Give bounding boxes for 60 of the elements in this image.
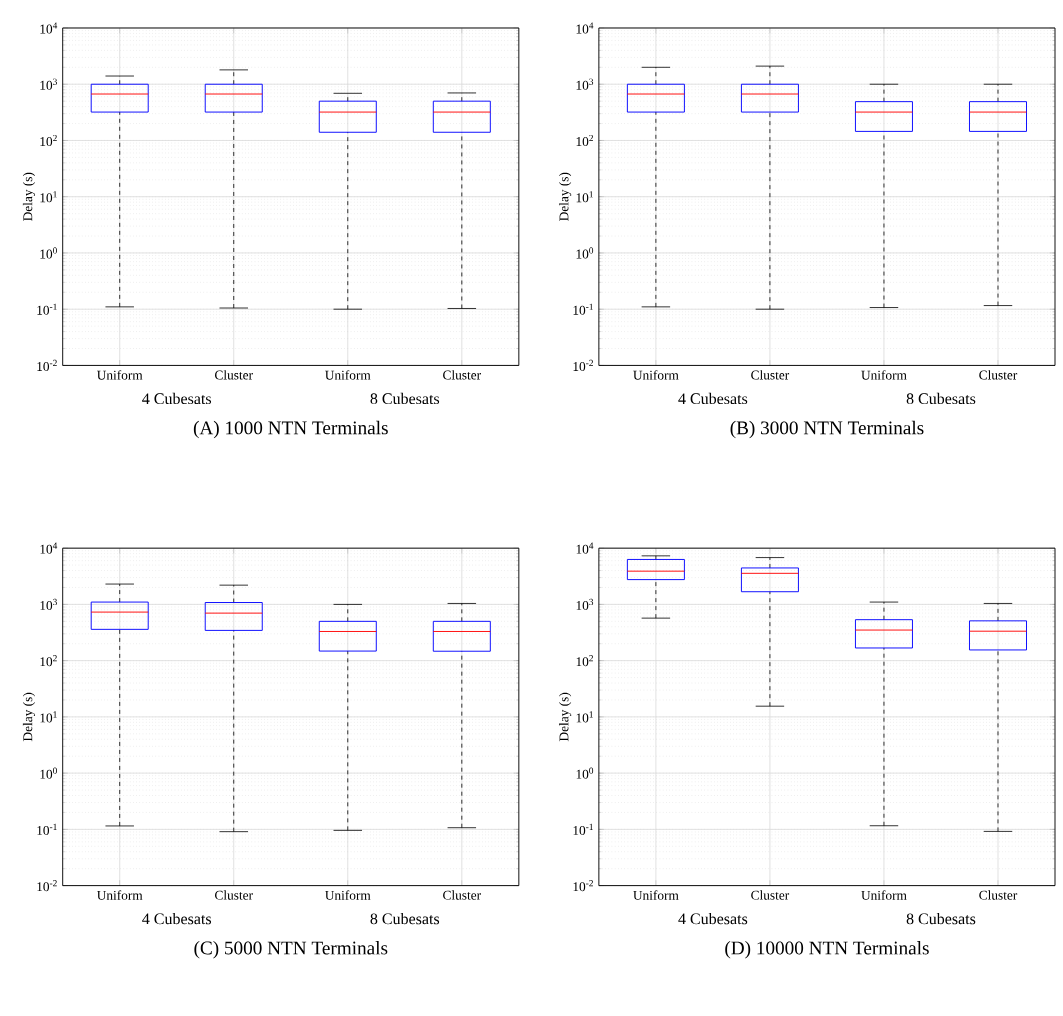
x-tick-label: Cluster: [215, 890, 253, 900]
text: (D) 10000 NTN Terminals: [725, 940, 929, 959]
y-tick-label: 10$^{-1}$: [37, 823, 57, 835]
y-tick-label: 10$^{0}$: [576, 247, 594, 259]
x-tick-label: Cluster: [979, 890, 1018, 900]
text: 8 Cubesats: [370, 392, 440, 404]
text: 4 Cubesats: [142, 392, 212, 404]
y-tick-label: 10$^{4}$: [40, 542, 58, 554]
x-tick-label: Uniform: [325, 369, 371, 380]
text: (A) 1000 NTN Terminals: [193, 420, 388, 439]
y-axis-title: Delay (s): [559, 172, 572, 221]
y-tick-label: 10$^{1}$: [40, 191, 57, 203]
text: (C) 5000 NTN Terminals: [194, 940, 388, 959]
text: 4 Cubesats: [678, 912, 748, 925]
text: 8 Cubesats: [906, 912, 976, 925]
y-tick-label: 10$^{2}$: [576, 134, 593, 146]
x-tick-label: Cluster: [215, 369, 253, 380]
y-tick-label: 10$^{2}$: [40, 654, 57, 667]
y-tick-label: 10$^{-1}$: [573, 303, 593, 315]
y-axis-title: Delay (s): [22, 172, 36, 221]
x-tick-label: Uniform: [861, 369, 907, 380]
y-tick-label: 10$^{3}$: [40, 78, 57, 90]
y-tick-label: 10$^{0}$: [576, 767, 594, 779]
x-tick-label: Cluster: [979, 369, 1018, 380]
y-tick-label: 10$^{0}$: [40, 247, 57, 259]
x-tick-label: Uniform: [861, 890, 907, 900]
y-tick-label: 10$^{1}$: [576, 711, 593, 723]
y-tick-label: 10$^{4}$: [40, 22, 58, 34]
x-tick-label: Cluster: [751, 890, 790, 900]
y-tick-label: 10$^{3}$: [40, 598, 57, 610]
y-axis-title: Delay (s): [22, 692, 36, 741]
x-tick-label: Uniform: [633, 890, 679, 900]
text: 4 Cubesats: [678, 392, 748, 404]
y-tick-label: 10$^{4}$: [576, 542, 594, 554]
y-tick-label: 10$^{-1}$: [573, 823, 593, 835]
y-tick-label: 10$^{-2}$: [37, 879, 57, 892]
text: 8 Cubesats: [370, 912, 440, 925]
x-tick-label: Uniform: [325, 890, 371, 900]
y-tick-label: 10$^{3}$: [576, 78, 594, 90]
y-axis-title: Delay (s): [559, 692, 572, 741]
y-tick-label: 10$^{-1}$: [37, 303, 57, 315]
y-tick-label: 10$^{1}$: [40, 711, 57, 723]
y-tick-label: 10$^{3}$: [576, 598, 594, 610]
x-tick-label: Uniform: [97, 890, 143, 900]
y-tick-label: 10$^{1}$: [576, 191, 593, 203]
text: 8 Cubesats: [906, 392, 976, 404]
text: 4 Cubesats: [142, 912, 212, 925]
x-tick-label: Cluster: [443, 890, 481, 900]
y-tick-label: 10$^{0}$: [40, 767, 57, 779]
y-tick-label: 10$^{2}$: [40, 134, 57, 146]
x-tick-label: Cluster: [443, 369, 481, 380]
y-tick-label: 10$^{4}$: [576, 22, 594, 34]
x-tick-label: Cluster: [751, 369, 790, 380]
y-tick-label: 10$^{-2}$: [573, 879, 593, 892]
x-tick-label: Uniform: [633, 369, 679, 380]
text: (B) 3000 NTN Terminals: [730, 420, 924, 439]
y-tick-label: 10$^{-2}$: [37, 359, 57, 371]
y-tick-label: 10$^{2}$: [576, 654, 593, 667]
y-tick-label: 10$^{-2}$: [573, 359, 593, 371]
x-tick-label: Uniform: [97, 369, 143, 380]
